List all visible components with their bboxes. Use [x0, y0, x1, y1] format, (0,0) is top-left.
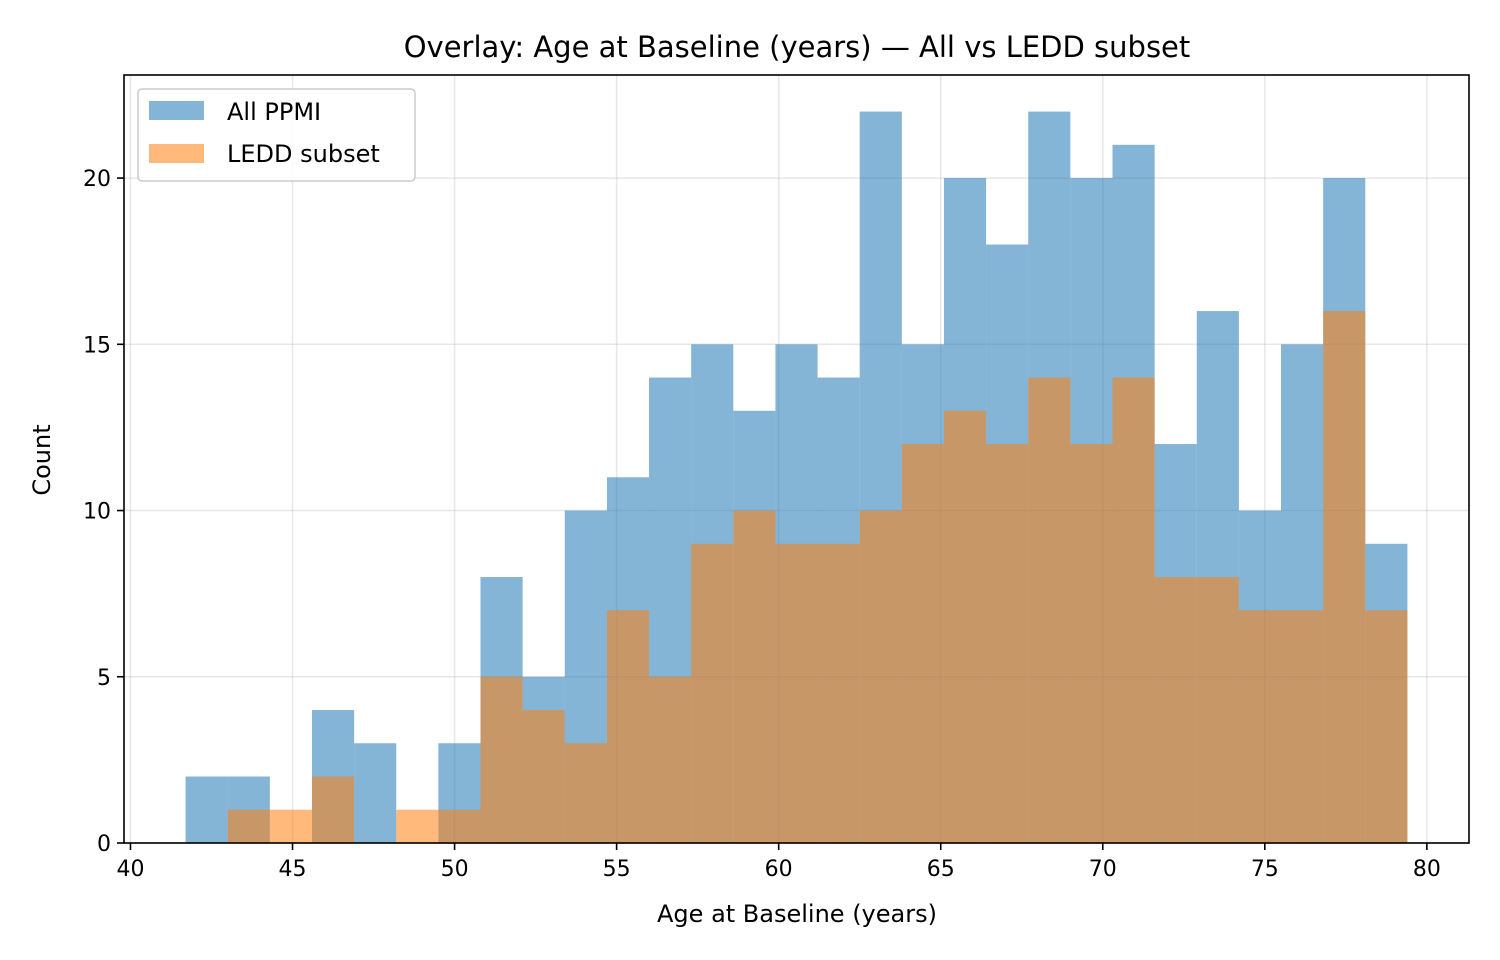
y-tick-label: 0 — [97, 832, 111, 857]
bar-ledd-subset — [943, 410, 987, 843]
y-tick-label: 10 — [83, 500, 111, 525]
bar-ledd-subset — [1281, 610, 1324, 843]
chart-title: Overlay: Age at Baseline (years) — All v… — [404, 30, 1191, 64]
bar-ledd-subset — [1154, 577, 1197, 843]
x-axis-label: Age at Baseline (years) — [657, 900, 937, 928]
x-tick-label: 40 — [116, 857, 144, 882]
bar-ledd-subset — [649, 676, 692, 843]
x-tick-label: 55 — [603, 857, 631, 882]
legend-frame — [137, 88, 416, 182]
legend: All PPMI LEDD subset — [137, 88, 416, 182]
legend-label-all-ppmi: All PPMI — [227, 98, 321, 126]
bar-all-ppmi — [354, 743, 397, 843]
bar-ledd-subset — [775, 543, 818, 843]
bar-ledd-subset — [859, 510, 902, 843]
bar-ledd-subset — [1323, 311, 1366, 843]
y-tick-label: 20 — [83, 167, 111, 192]
bar-ledd-subset — [1238, 610, 1282, 843]
legend-label-ledd-subset: LEDD subset — [227, 140, 380, 168]
y-tick-label: 15 — [83, 333, 111, 358]
bar-ledd-subset — [1112, 377, 1155, 843]
bar-ledd-subset — [1365, 610, 1408, 843]
bar-ledd-subset — [227, 809, 270, 843]
y-tick-label: 5 — [97, 666, 111, 691]
bar-ledd-subset — [986, 444, 1029, 843]
plot-frame — [123, 74, 1470, 844]
bar-ledd-subset — [1028, 377, 1071, 843]
bar-ledd-subset — [1196, 577, 1239, 843]
bar-ledd-subset — [438, 809, 481, 843]
x-tick-label: 50 — [441, 857, 469, 882]
x-tick-label: 75 — [1251, 857, 1279, 882]
axes-layer: 40 45 50 55 60 65 70 75 80 0 5 10 15 20 — [83, 74, 1470, 882]
bar-ledd-subset — [396, 809, 439, 843]
x-tick-label: 70 — [1089, 857, 1117, 882]
x-tick-label: 65 — [927, 857, 955, 882]
bar-ledd-subset — [269, 809, 312, 843]
x-tick-label: 45 — [279, 857, 307, 882]
bar-ledd-subset — [691, 543, 734, 843]
bar-ledd-subset — [522, 710, 565, 843]
bar-ledd-subset — [480, 676, 523, 843]
bar-ledd-subset — [901, 444, 944, 843]
legend-swatch-all-ppmi — [149, 101, 204, 120]
bar-ledd-subset — [1070, 444, 1113, 843]
x-tick-label: 80 — [1413, 857, 1441, 882]
bar-all-ppmi — [185, 776, 228, 843]
y-axis-label: Count — [28, 424, 56, 495]
legend-swatch-ledd-subset — [149, 144, 204, 163]
bar-ledd-subset — [606, 610, 650, 843]
bar-ledd-subset — [311, 776, 355, 843]
bar-ledd-subset — [564, 743, 607, 843]
bar-ledd-subset — [817, 543, 860, 843]
x-tick-label: 60 — [765, 857, 793, 882]
bars-layer — [185, 111, 1408, 844]
bar-ledd-subset — [733, 510, 776, 843]
